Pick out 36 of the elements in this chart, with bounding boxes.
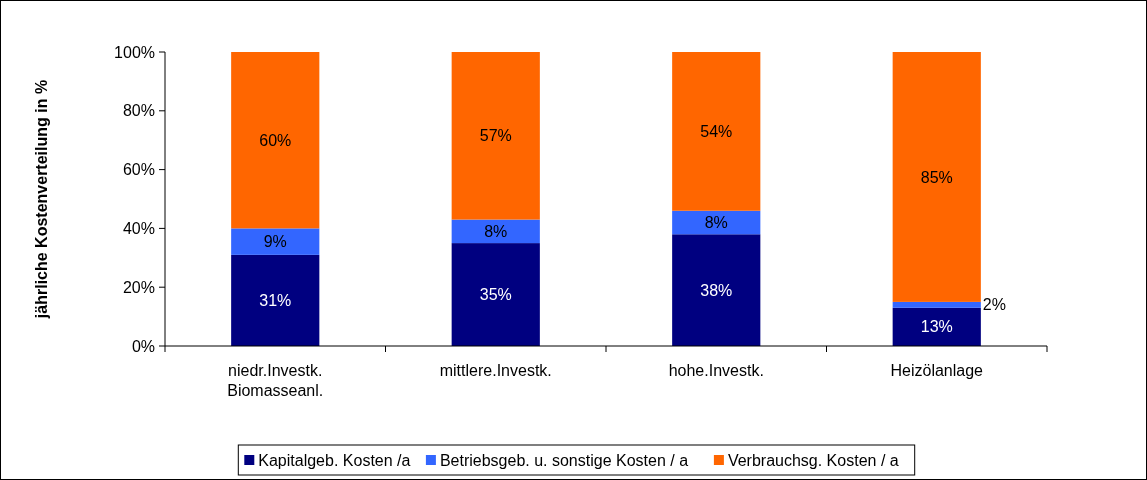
data-label: 38%	[700, 281, 733, 299]
legend-label: Verbrauchsg. Kosten / a	[727, 451, 899, 469]
data-label: 54%	[700, 122, 733, 140]
bar	[231, 254, 320, 346]
data-label: 13%	[920, 318, 953, 336]
bar	[231, 52, 320, 229]
legend-label: Betriebsgeb. u. sonstige Kosten / a	[439, 451, 689, 469]
bar	[892, 301, 981, 308]
data-label: 8%	[484, 222, 508, 240]
bar	[672, 52, 761, 211]
data-label: 31%	[259, 292, 292, 310]
bar	[451, 52, 540, 220]
x-tick-label: mittlere.Investk.	[439, 362, 552, 379]
bar	[892, 52, 981, 302]
y-tick-label: 60%	[122, 161, 155, 179]
data-label: 9%	[263, 233, 287, 251]
data-label: 35%	[479, 286, 512, 304]
bar	[231, 228, 320, 255]
legend-label: Kapitalgeb. Kosten /a	[258, 451, 411, 469]
data-label: 85%	[920, 168, 953, 186]
x-tick-label: Heizölanlage	[890, 362, 984, 379]
x-tick-label: hohe.Investk.	[668, 362, 764, 379]
data-label: 57%	[479, 127, 512, 145]
data-label: 60%	[259, 131, 292, 149]
y-tick-label: 80%	[122, 102, 155, 120]
bar	[672, 234, 761, 346]
y-tick-label: 20%	[122, 278, 155, 296]
bar	[451, 243, 540, 346]
y-tick-label: 40%	[122, 220, 155, 237]
y-tick-label: 0%	[131, 337, 155, 355]
bar	[892, 307, 981, 346]
y-tick-label: 100%	[114, 43, 155, 61]
data-label: 8%	[704, 214, 728, 232]
data-label: 2%	[982, 296, 1006, 314]
x-tick-label: niedr.Investk. Biomasseanl.	[227, 362, 324, 399]
y-axis-title: jährliche Kostenverteilung in %	[33, 79, 50, 320]
